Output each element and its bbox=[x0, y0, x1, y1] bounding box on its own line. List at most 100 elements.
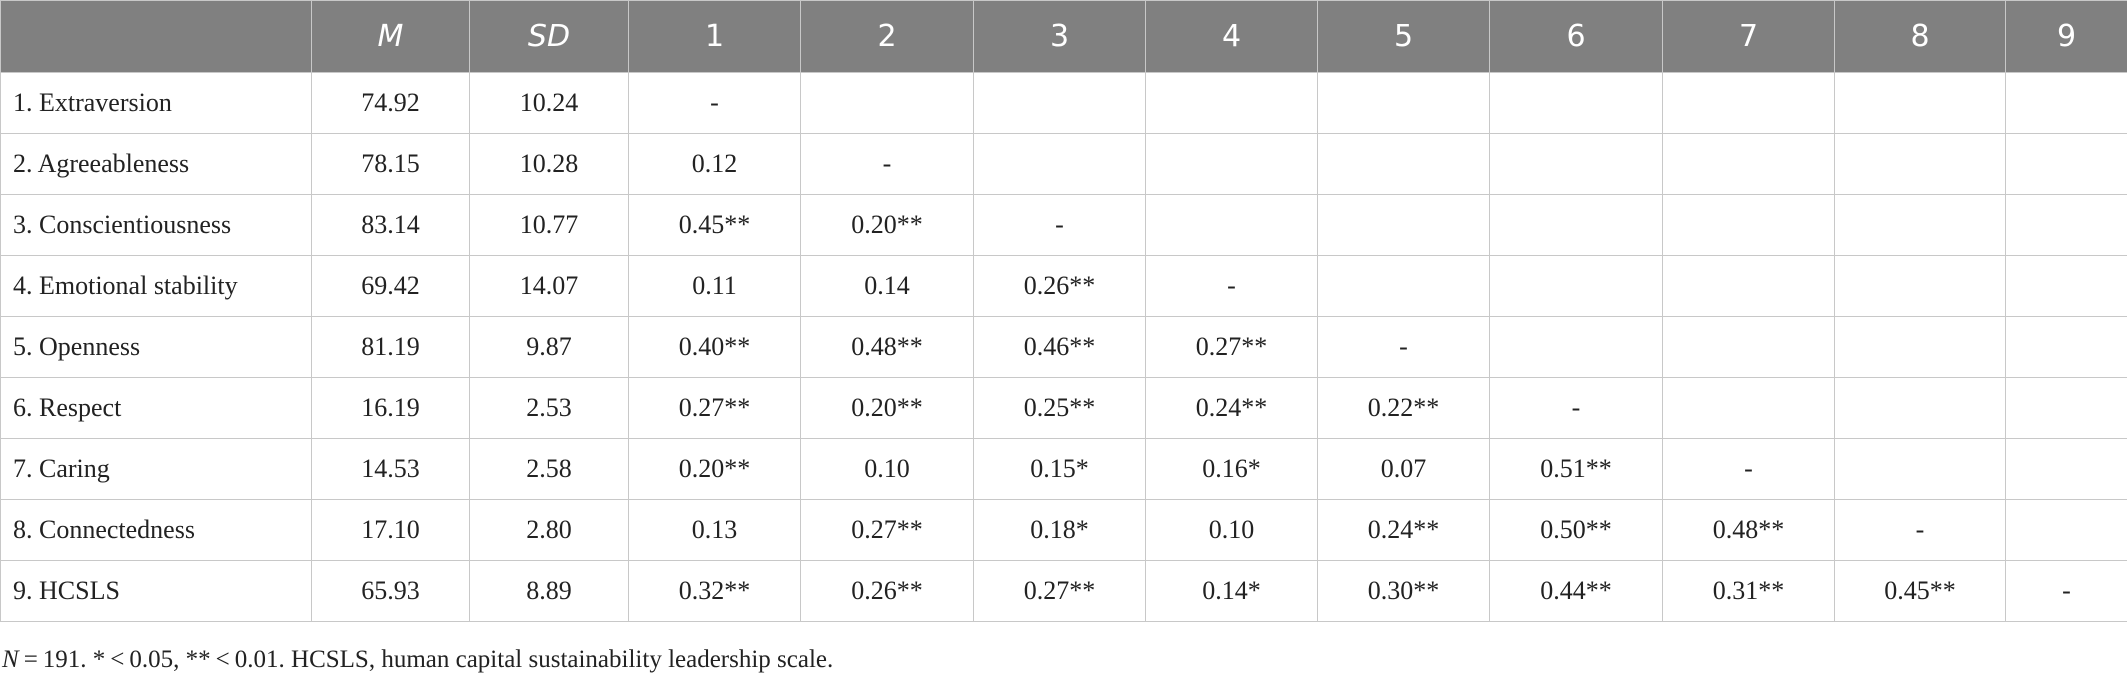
row-label: 3. Conscientiousness bbox=[0, 194, 312, 256]
table-cell bbox=[1489, 255, 1663, 317]
table-cell bbox=[973, 133, 1146, 195]
table-cell bbox=[2005, 377, 2127, 439]
row-label: 4. Emotional stability bbox=[0, 255, 312, 317]
header-cell: M bbox=[311, 0, 470, 73]
table-cell bbox=[1489, 72, 1663, 134]
table-cell: 14.53 bbox=[311, 438, 470, 500]
table-cell: 0.18* bbox=[973, 499, 1146, 561]
table-cell bbox=[1489, 133, 1663, 195]
table-row: 1. Extraversion 74.92 10.24- bbox=[0, 72, 2127, 134]
header-cell bbox=[0, 0, 312, 73]
table-cell: 0.51** bbox=[1489, 438, 1663, 500]
table-cell bbox=[1145, 194, 1318, 256]
row-label: 1. Extraversion bbox=[0, 72, 312, 134]
table-cell: 0.26** bbox=[973, 255, 1146, 317]
table-cell: 0.31** bbox=[1662, 560, 1835, 622]
table-cell bbox=[2005, 255, 2127, 317]
table-cell: 0.44** bbox=[1489, 560, 1663, 622]
row-label: 6. Respect bbox=[0, 377, 312, 439]
table-cell: 78.15 bbox=[311, 133, 470, 195]
table-cell: 0.45** bbox=[1834, 560, 2006, 622]
table-cell: 0.20** bbox=[628, 438, 801, 500]
table-cell bbox=[1662, 194, 1835, 256]
table-cell: 0.10 bbox=[800, 438, 974, 500]
table-row: 7. Caring 14.53 2.58 0.20** 0.10 0.15* 0.16* 0.… bbox=[0, 438, 2127, 500]
table-note: N = 191. * < 0.05, ** < 0.01. HCSLS, hum… bbox=[2, 646, 833, 674]
header-cell: 1 bbox=[628, 0, 801, 73]
note-symbol: N bbox=[2, 646, 19, 673]
table-cell: 0.22** bbox=[1317, 377, 1490, 439]
table-cell: 0.10 bbox=[1145, 499, 1318, 561]
table-row: 3. Conscientiousness 83.14 10.77 0.45** 0.20… bbox=[0, 194, 2127, 256]
table-body: 1. Extraversion 74.92 10.24-2. Agreeablene… bbox=[0, 72, 2127, 622]
table-cell: 0.14 bbox=[800, 255, 974, 317]
table-cell bbox=[2005, 133, 2127, 195]
table-cell: - bbox=[1834, 499, 2006, 561]
row-label: 7. Caring bbox=[0, 438, 312, 500]
header-cell: 3 bbox=[973, 0, 1146, 73]
table-cell bbox=[2005, 438, 2127, 500]
table-cell: 17.10 bbox=[311, 499, 470, 561]
table-cell bbox=[1317, 133, 1490, 195]
table-cell bbox=[1834, 255, 2006, 317]
table-cell bbox=[2005, 316, 2127, 378]
row-label: 2. Agreeableness bbox=[0, 133, 312, 195]
table-cell: 9.87 bbox=[469, 316, 629, 378]
table-cell: 0.27** bbox=[973, 560, 1146, 622]
table-row: 9. HCSLS 65.93 8.89 0.32** 0.26** 0.27** 0.14*… bbox=[0, 560, 2127, 622]
table-cell: 0.13 bbox=[628, 499, 801, 561]
note-text: = 191. * < 0.05, ** < 0.01. HCSLS, human… bbox=[18, 646, 834, 673]
table-cell: 81.19 bbox=[311, 316, 470, 378]
table-cell bbox=[1145, 72, 1318, 134]
table-cell bbox=[1834, 133, 2006, 195]
table-cell: - bbox=[800, 133, 974, 195]
table-cell bbox=[1489, 194, 1663, 256]
table-cell bbox=[1317, 194, 1490, 256]
table-cell bbox=[1662, 377, 1835, 439]
table-cell: 0.40** bbox=[628, 316, 801, 378]
table-cell: 0.07 bbox=[1317, 438, 1490, 500]
table-cell: 10.24 bbox=[469, 72, 629, 134]
table-cell bbox=[1662, 255, 1835, 317]
header-cell: 9 bbox=[2005, 0, 2127, 73]
table-cell: 2.53 bbox=[469, 377, 629, 439]
table-cell: - bbox=[973, 194, 1146, 256]
table-cell: 0.32** bbox=[628, 560, 801, 622]
table-cell: 74.92 bbox=[311, 72, 470, 134]
table-cell bbox=[973, 72, 1146, 134]
table-cell: 0.27** bbox=[800, 499, 974, 561]
correlation-table: M SD 1 2 3 4 5 6 7 8 9 1. Extraversion 74.92 10.24-2… bbox=[0, 0, 2127, 622]
table-row: 4. Emotional stability 69.42 14.07 0.11 0.14… bbox=[0, 255, 2127, 317]
header-row: M SD 1 2 3 4 5 6 7 8 9 bbox=[0, 0, 2127, 73]
table-cell: 0.24** bbox=[1317, 499, 1490, 561]
table-cell: 65.93 bbox=[311, 560, 470, 622]
table-cell: 0.14* bbox=[1145, 560, 1318, 622]
table-cell: 10.77 bbox=[469, 194, 629, 256]
table-cell: 0.27** bbox=[628, 377, 801, 439]
row-label: 9. HCSLS bbox=[0, 560, 312, 622]
table-cell bbox=[1834, 377, 2006, 439]
table-cell: - bbox=[628, 72, 801, 134]
header-cell: 4 bbox=[1145, 0, 1318, 73]
table-cell: 0.48** bbox=[800, 316, 974, 378]
table-cell: 0.27** bbox=[1145, 316, 1318, 378]
table-cell: 2.80 bbox=[469, 499, 629, 561]
table-cell: 0.48** bbox=[1662, 499, 1835, 561]
table-cell: - bbox=[1489, 377, 1663, 439]
table-cell: 0.30** bbox=[1317, 560, 1490, 622]
table-cell: - bbox=[2005, 560, 2127, 622]
table-cell bbox=[2005, 499, 2127, 561]
table-cell: 0.11 bbox=[628, 255, 801, 317]
table-cell: 16.19 bbox=[311, 377, 470, 439]
table-cell bbox=[800, 72, 974, 134]
table-cell bbox=[1662, 316, 1835, 378]
table-cell: 14.07 bbox=[469, 255, 629, 317]
header-cell: SD bbox=[469, 0, 629, 73]
table-cell: 0.16* bbox=[1145, 438, 1318, 500]
table-cell bbox=[1662, 133, 1835, 195]
table-cell: 0.12 bbox=[628, 133, 801, 195]
table-row: 2. Agreeableness 78.15 10.28 0.12- bbox=[0, 133, 2127, 195]
table-cell: 0.26** bbox=[800, 560, 974, 622]
table-row: 8. Connectedness 17.10 2.80 0.13 0.27** 0.18*… bbox=[0, 499, 2127, 561]
